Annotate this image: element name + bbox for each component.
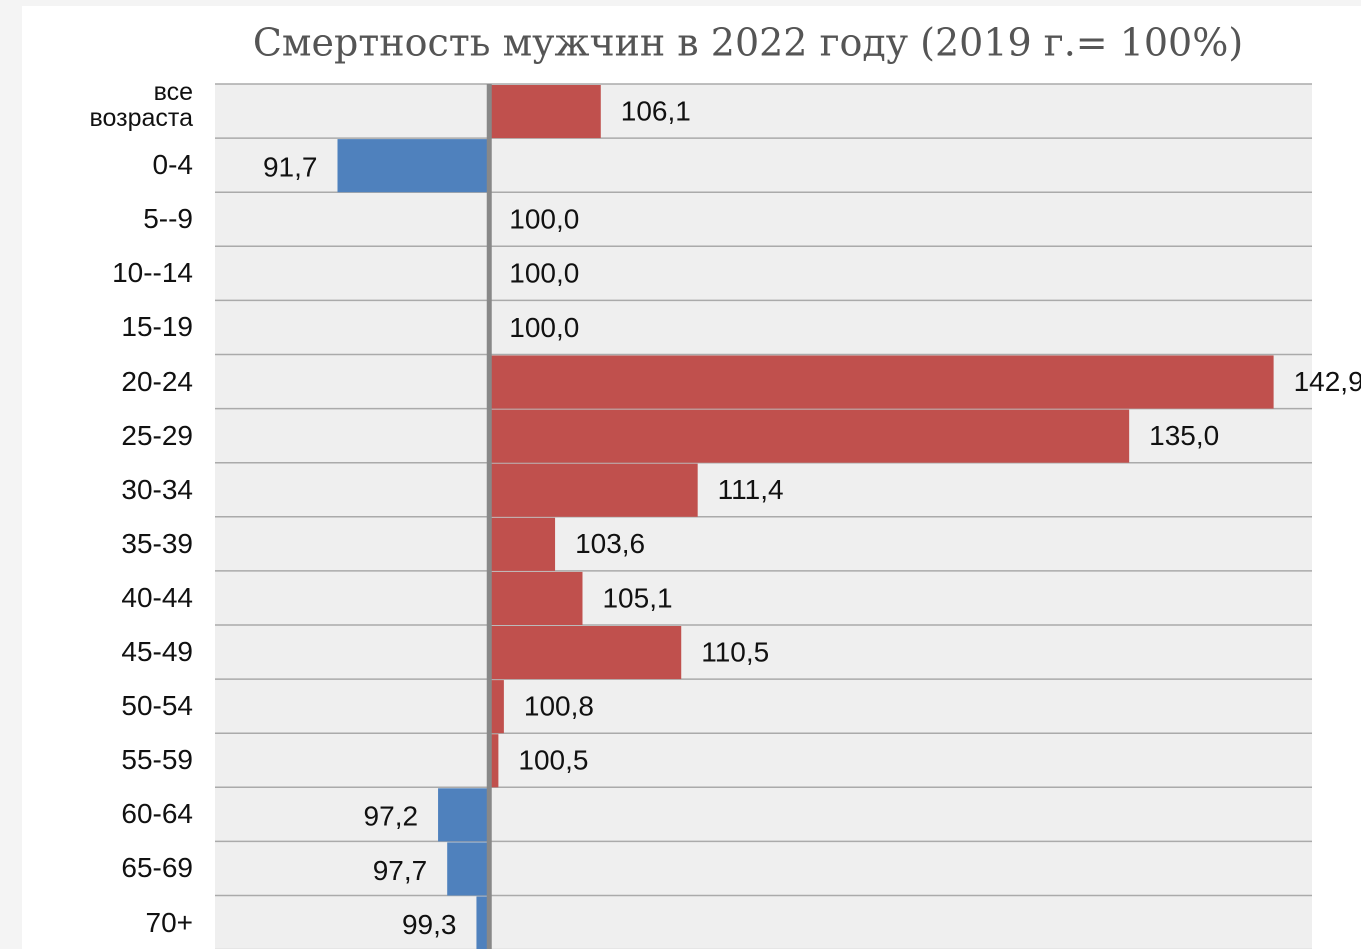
bar <box>489 409 1130 463</box>
bar <box>489 571 583 625</box>
category-label: 15-19 <box>121 311 193 343</box>
bar <box>489 517 556 571</box>
category-label: 25-29 <box>121 419 193 451</box>
value-label: 135,0 <box>1149 420 1219 451</box>
category-label: 10--14 <box>112 257 193 289</box>
category-label: 50-54 <box>121 690 193 722</box>
value-label: 100,0 <box>509 204 579 235</box>
value-label: 100,0 <box>509 258 579 289</box>
value-label: 103,6 <box>575 528 645 559</box>
bar <box>489 85 601 139</box>
value-label: 100,5 <box>518 745 588 776</box>
category-label: 55-59 <box>121 744 193 776</box>
category-label: 35-39 <box>121 527 193 559</box>
category-label: 40-44 <box>121 581 193 613</box>
value-label: 105,1 <box>602 582 672 613</box>
bar <box>489 734 499 788</box>
category-label: 60-64 <box>121 798 193 830</box>
category-label: 65-69 <box>121 852 193 884</box>
category-label: 20-24 <box>121 365 193 397</box>
category-label: 0-4 <box>152 149 193 181</box>
value-label: 97,7 <box>373 855 428 886</box>
value-label: 106,1 <box>621 95 691 126</box>
chart-title: Смертность мужчин в 2022 году (2019 г.= … <box>253 21 1243 65</box>
value-label: 111,4 <box>718 474 784 505</box>
category-label: 45-49 <box>121 636 193 668</box>
value-label: 100,0 <box>509 312 579 343</box>
value-label: 97,2 <box>364 801 419 832</box>
value-label: 99,3 <box>402 909 457 940</box>
bar <box>489 355 1274 409</box>
bar <box>476 896 490 949</box>
top-strip <box>22 0 1361 6</box>
category-label: 30-34 <box>121 473 193 505</box>
value-label: 100,8 <box>524 691 594 722</box>
value-label: 110,5 <box>701 636 769 667</box>
bar <box>447 842 490 896</box>
bar <box>489 463 698 517</box>
bar <box>489 680 504 734</box>
side-strip <box>0 0 22 949</box>
category-label: 70+ <box>145 906 194 938</box>
category-label: все возраста <box>89 78 193 133</box>
category-label: 5--9 <box>143 203 193 235</box>
bar <box>438 788 490 842</box>
bar <box>337 139 490 193</box>
value-label: 142,9 <box>1294 366 1361 397</box>
value-label: 91,7 <box>263 152 318 183</box>
bar <box>489 626 682 680</box>
